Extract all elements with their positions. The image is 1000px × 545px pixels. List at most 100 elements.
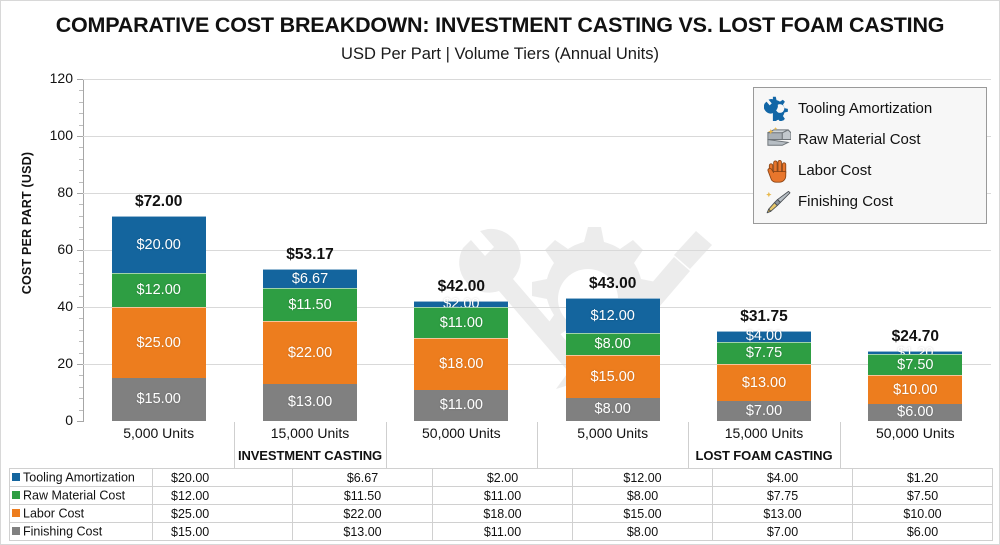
bar-segment-label: $7.50 bbox=[897, 356, 934, 373]
bar-stack[interactable]: $1.20 $7.50 $10.00 $6.00 bbox=[868, 346, 963, 421]
table-cell: $6.00 bbox=[852, 522, 993, 541]
x-axis-category-label: 15,000 Units bbox=[724, 425, 804, 441]
bar-segment-label: $4.00 bbox=[745, 328, 783, 345]
bar-segment[interactable]: $4.00 bbox=[717, 328, 811, 345]
table-row: Labor Cost $25.00 $22.00 $18.00 $15.00 $13.00… bbox=[9, 504, 993, 523]
legend-swatch bbox=[12, 472, 20, 481]
page-title: COMPARATIVE COST BREAKDOWN: INVESTMENT C… bbox=[55, 13, 945, 37]
bar-segment-label: $15.00 bbox=[590, 369, 635, 386]
bar-segment-label: $8.00 bbox=[594, 401, 631, 418]
bar-total-label: $72.00 bbox=[134, 192, 183, 210]
legend-item-finishing-cost[interactable]: Finishing Cost bbox=[762, 186, 978, 217]
bar-segment[interactable]: $7.00 bbox=[717, 401, 811, 421]
y-minor-tick bbox=[79, 375, 83, 377]
y-minor-tick bbox=[79, 227, 83, 229]
bar-segment[interactable]: $7.50 bbox=[868, 354, 963, 376]
x-axis-category-label: 15,000 Units bbox=[270, 425, 350, 441]
bar-segment-label: $20.00 bbox=[136, 236, 181, 253]
y-minor-tick bbox=[79, 261, 83, 263]
y-tick-120 bbox=[77, 79, 83, 80]
bar-segment[interactable]: $11.50 bbox=[263, 288, 357, 322]
bar-segment-label: $12.00 bbox=[136, 282, 181, 299]
bar-segment[interactable]: $8.00 bbox=[565, 332, 660, 356]
y-tick-100 bbox=[77, 136, 83, 137]
y-minor-tick bbox=[79, 352, 83, 354]
bar-segment[interactable]: $11.00 bbox=[414, 307, 509, 339]
table-row-label: Finishing Cost bbox=[23, 524, 103, 539]
bar-segment[interactable]: $20.00 bbox=[111, 215, 206, 273]
bar-segment[interactable]: $6.00 bbox=[868, 403, 963, 421]
category-separator bbox=[537, 422, 538, 468]
bar-segment-label: $7.00 bbox=[745, 402, 783, 419]
bar-segment[interactable]: $12.00 bbox=[111, 272, 206, 307]
bar-stack[interactable]: $12.00 $8.00 $15.00 $8.00 bbox=[565, 298, 660, 421]
bar-segment-label: $7.75 bbox=[745, 345, 783, 362]
bar-segment-label: $18.00 bbox=[439, 356, 484, 373]
legend-item-tooling-amortization[interactable]: Tooling Amortization bbox=[762, 93, 978, 124]
bar-segment-label: $22.00 bbox=[287, 344, 333, 361]
bar-stack[interactable]: $20.00 $12.00 $25.00 $15.00 bbox=[111, 215, 206, 421]
y-minor-tick bbox=[79, 147, 83, 149]
legend-swatch bbox=[12, 508, 20, 517]
legend-item-labor-cost[interactable]: Labor Cost bbox=[762, 155, 978, 186]
legend-item-raw-material-cost[interactable]: Raw Material Cost bbox=[762, 124, 978, 155]
x-axis-group-label: INVESTMENT CASTING bbox=[237, 448, 383, 463]
bar-segment[interactable]: $22.00 bbox=[263, 321, 357, 384]
bar-total-label: $43.00 bbox=[588, 275, 637, 293]
y-tick-label: 80 bbox=[57, 184, 73, 200]
bar-segment[interactable]: $18.00 bbox=[414, 338, 509, 390]
bar-segment-label: $11.00 bbox=[439, 397, 483, 414]
table-row: Finishing Cost $15.00 $13.00 $11.00 $8.00 $7.… bbox=[9, 522, 993, 541]
bar-segment[interactable]: $12.00 bbox=[565, 298, 660, 333]
bar-series-group: $72.00 $20.00 $12.00 $25.00 $15.00 $53.17 $6.6… bbox=[83, 79, 991, 422]
bar-segment-label: $8.00 bbox=[594, 336, 631, 353]
bar-segment-label: $11.00 bbox=[439, 314, 483, 331]
paintbrush-icon bbox=[762, 188, 792, 215]
y-tick-20 bbox=[77, 364, 83, 365]
page-subtitle: USD Per Part | Volume Tiers (Annual Unit… bbox=[341, 45, 659, 63]
x-axis-category-label: 5,000 Units bbox=[577, 425, 649, 441]
bar-total-label: $42.00 bbox=[437, 278, 486, 296]
y-tick-label: 40 bbox=[57, 298, 73, 314]
table-cell: $13.00 bbox=[712, 504, 853, 523]
y-minor-tick bbox=[79, 90, 83, 92]
category-separator bbox=[234, 422, 236, 468]
table-cell: $18.00 bbox=[432, 504, 573, 523]
legend-label: Raw Material Cost bbox=[798, 131, 921, 148]
bar-segment[interactable]: $13.00 bbox=[717, 363, 811, 402]
table-cell: $8.00 bbox=[572, 486, 713, 505]
bar-segment-label: $15.00 bbox=[136, 391, 181, 408]
bar-segment[interactable]: $6.67 bbox=[263, 269, 357, 289]
bar-segment[interactable]: $25.00 bbox=[111, 307, 206, 379]
legend-label: Tooling Amortization bbox=[798, 100, 933, 117]
table-cell: $25.00 bbox=[152, 504, 293, 523]
table-cell: $1.20 bbox=[852, 468, 993, 487]
table-cell: $11.50 bbox=[292, 486, 433, 505]
gridline-60 bbox=[83, 250, 991, 251]
y-tick-0 bbox=[77, 421, 83, 422]
table-cell: $20.00 bbox=[152, 468, 293, 487]
y-minor-tick bbox=[79, 272, 83, 274]
bar-stack[interactable]: $6.67 $11.50 $22.00 $13.00 bbox=[263, 269, 357, 421]
y-minor-tick bbox=[79, 409, 83, 411]
bar-segment[interactable]: $11.00 bbox=[414, 389, 509, 421]
y-tick-label: 20 bbox=[57, 355, 73, 371]
bar-segment[interactable]: $10.00 bbox=[868, 375, 963, 404]
bar-segment[interactable]: $15.00 bbox=[565, 355, 660, 399]
bar-segment[interactable]: $8.00 bbox=[565, 398, 660, 421]
bar-segment-label: $13.00 bbox=[741, 374, 787, 391]
bar-segment-label: $6.00 bbox=[897, 404, 934, 421]
gridline-100 bbox=[83, 136, 991, 137]
bar-stack[interactable]: $2.00 $11.00 $18.00 $11.00 bbox=[414, 297, 509, 421]
x-axis-category-label: 5,000 Units bbox=[123, 425, 195, 441]
bar-segment[interactable]: $13.00 bbox=[263, 383, 357, 421]
bar-segment[interactable]: $7.75 bbox=[717, 341, 811, 364]
bar-stack[interactable]: $4.00 $7.75 $13.00 $7.00 bbox=[717, 328, 811, 421]
bar-segment[interactable]: $15.00 bbox=[111, 378, 206, 421]
data-table: Tooling Amortization $20.00 $6.67 $2.00 $12.… bbox=[9, 468, 993, 541]
y-minor-tick bbox=[79, 284, 83, 286]
table-cell: $7.50 bbox=[852, 486, 993, 505]
bar-segment-label: $11.50 bbox=[288, 297, 332, 314]
gridline-20 bbox=[83, 364, 991, 365]
